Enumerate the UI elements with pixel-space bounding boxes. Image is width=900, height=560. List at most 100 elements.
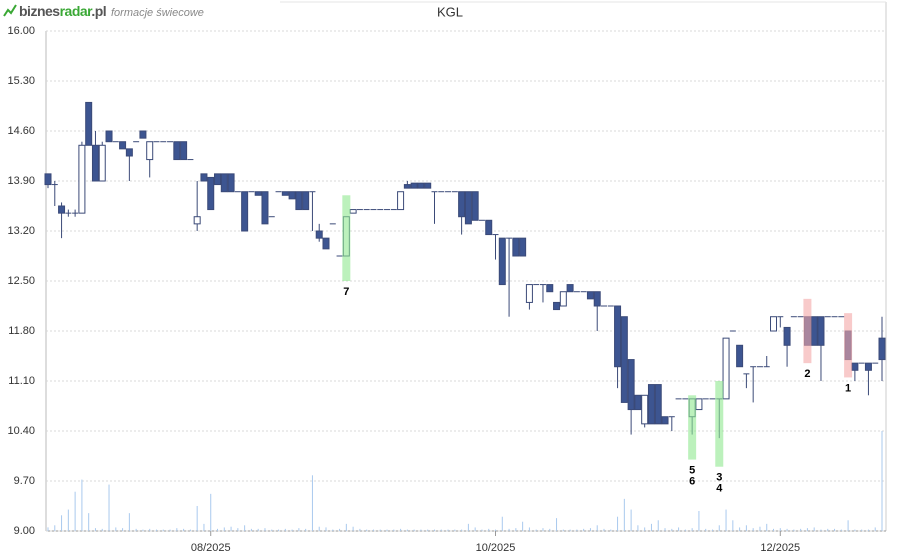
candle-body [485,219,493,236]
candle-body [620,316,628,403]
candle-body [864,362,872,371]
candle-body [254,191,262,196]
pattern-highlight [803,298,812,364]
candle-body [58,205,66,214]
candle-body [288,191,296,200]
candle-body [125,148,133,157]
candle-body [519,237,527,257]
candle-body [464,191,472,225]
candle-body [295,191,303,211]
candle-body [349,209,357,214]
candle-body [593,291,601,307]
pattern-label: 3 [716,472,722,484]
y-tick-label: 9.00 [14,525,35,537]
pattern-label: 1 [845,382,851,394]
candle-body [146,141,154,161]
candle-body [44,173,52,186]
y-tick-label: 11.80 [8,325,35,337]
candle-body [207,176,215,211]
candle-body [878,337,886,361]
logo-part: radar [60,3,94,19]
candle-body [139,130,147,139]
logo-text[interactable]: biznesradar.pl [19,3,107,19]
candle-body [654,384,662,425]
candle-body [281,191,289,196]
pattern-label: 4 [716,483,723,495]
candle-body [471,191,479,221]
y-tick-label: 16.00 [7,25,35,37]
candle-body [173,141,181,161]
pattern-highlight [715,381,724,467]
candle-body [214,173,222,186]
candle-body [736,344,744,368]
y-tick-label: 15.30 [7,75,35,87]
candle-body [817,316,825,346]
candle-body [770,316,778,332]
candle-body [403,184,411,189]
pattern-highlight [844,313,853,378]
candle-body [417,182,425,189]
candle-body [424,182,432,189]
candle-body [722,337,730,400]
candle-body [180,141,188,161]
logo: biznesradar.pl formacje świecowe [3,3,204,19]
candle-body [661,416,669,425]
pattern-label: 7 [343,286,349,298]
y-tick-label: 11.10 [8,375,35,387]
candle-body [566,284,574,293]
candle-body [241,191,249,232]
candle-body [525,284,533,303]
candle-body [397,191,405,211]
y-tick-label: 12.50 [7,275,35,287]
candle-body [200,173,208,182]
pattern-label: 6 [689,475,695,487]
candle-body [261,191,269,225]
x-tick-label: 08/2025 [191,542,231,554]
candle-body [220,173,228,193]
pattern-label: 5 [689,464,695,476]
candle-body [559,291,567,307]
candle-body [851,362,859,371]
x-tick-label: 12/2025 [760,542,800,554]
chart-title: KGL [437,4,463,19]
y-tick-label: 14.60 [7,125,35,137]
logo-part: .pl [91,3,106,19]
candle-body [193,216,201,225]
candle-body [614,305,622,368]
candle-body [641,394,649,425]
subtitle: formacje świecowe [111,7,204,19]
candle-body [119,141,127,150]
logo-part: biznes [19,3,60,19]
candle-body [458,191,466,218]
y-tick-label: 9.70 [14,475,35,487]
candle-body [512,237,520,257]
y-tick-label: 13.90 [7,175,35,187]
candle-body [105,130,113,143]
y-tick-label: 13.20 [7,225,35,237]
candle-body [98,144,106,182]
candle-body [322,237,330,250]
pattern-label: 2 [804,368,810,380]
candle-body [695,398,703,411]
candle-body [498,237,506,286]
pattern-highlight [342,195,351,281]
candle-body [647,384,655,425]
candle-body [783,326,791,346]
candle-body [85,101,93,146]
candle-body [410,182,418,189]
candle-body [810,316,818,346]
logo-icon [3,4,17,17]
y-tick-label: 10.40 [7,425,35,437]
candle-body [553,301,561,311]
candle-body [315,230,323,239]
candle-body [91,144,99,182]
candle-body [634,394,642,411]
x-tick-label: 10/2025 [476,542,516,554]
candle-body [227,173,235,193]
candle-body [627,359,635,411]
candle-body [546,284,554,293]
candle-body [78,144,86,214]
candle-body [302,191,310,211]
